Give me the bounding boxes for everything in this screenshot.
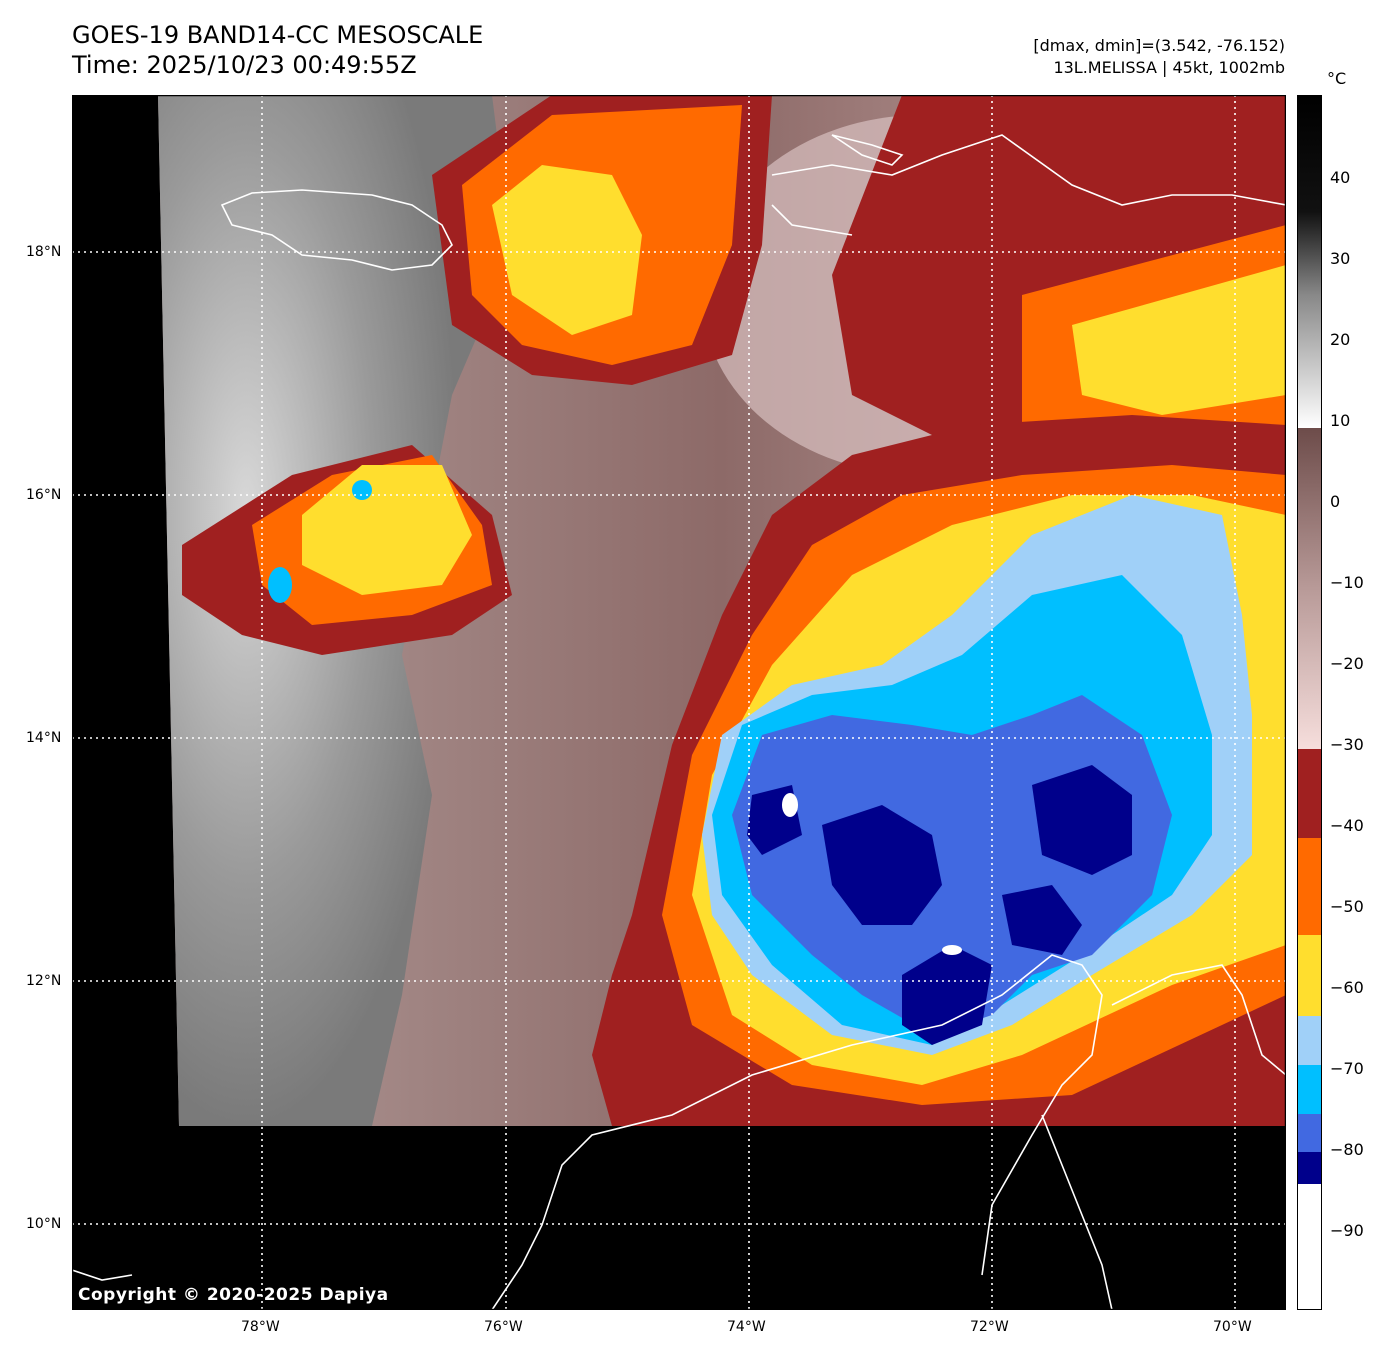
colorbar (1297, 95, 1322, 1310)
lon-label-72w: 72°W (970, 1319, 1009, 1335)
colorbar-band-yellow (1297, 935, 1322, 1016)
colorbar-label-minus70: −70 (1330, 1059, 1364, 1078)
convection-northeast-yellow (1072, 265, 1286, 415)
colorbar-band-white-black (1297, 95, 1322, 428)
storm-core-east (1032, 765, 1132, 875)
colorbar-label-10: 10 (1330, 411, 1351, 430)
storm-core-west (822, 805, 942, 925)
colorbar-label-minus40: −40 (1330, 816, 1364, 835)
lat-label-10n: 10°N (26, 1216, 62, 1232)
lon-label-78w: 78°W (241, 1319, 280, 1335)
colorbar-band-orange (1297, 838, 1322, 935)
colorbar-label-minus60: −60 (1330, 978, 1364, 997)
colorbar-label-20: 20 (1330, 330, 1351, 349)
storm-core-southeast (1002, 885, 1082, 955)
graticule (72, 95, 1286, 1310)
colorbar-band-dark-red (1297, 749, 1322, 838)
storm-info-label: 13L.MELISSA | 45kt, 1002mb (1053, 58, 1285, 77)
colorbar-band-cyan (1297, 1065, 1322, 1114)
colombia-coastline (491, 954, 1103, 1310)
coastlines (72, 134, 1286, 1310)
colorbar-band-pink-brown (1297, 428, 1322, 749)
colorbar-label-minus30: −30 (1330, 735, 1364, 754)
colorbar-label-0: 0 (1330, 492, 1341, 511)
convection-west-cold-spot-2 (352, 480, 372, 500)
colorbar-band-white (1297, 1184, 1322, 1310)
map-timestamp: Time: 2025/10/23 00:49:55Z (72, 51, 417, 79)
cloud-top-imagery (158, 95, 1286, 1126)
overshooting-top (782, 793, 798, 817)
overshooting-top-2 (942, 945, 962, 955)
data-range-label: [dmax, dmin]=(3.542, -76.152) (1033, 36, 1285, 55)
copyright-notice: Copyright © 2020-2025 Dapiya (78, 1285, 389, 1305)
lon-label-74w: 74°W (727, 1319, 766, 1335)
colorbar-label-minus20: −20 (1330, 654, 1364, 673)
panama-coastline (72, 1269, 133, 1281)
convection-north-yellow (492, 165, 642, 335)
hispaniola-coastline (771, 134, 1286, 236)
colorbar-border (1297, 95, 1322, 1310)
map-border (72, 95, 1286, 1310)
colorbar-label-minus90: −90 (1330, 1221, 1364, 1240)
colorbar-band-royal-blue (1297, 1114, 1322, 1152)
lon-label-70w: 70°W (1213, 1319, 1252, 1335)
map-title: GOES-19 BAND14-CC MESOSCALE (72, 21, 484, 49)
lat-label-16n: 16°N (26, 487, 62, 503)
colorbar-label-minus80: −80 (1330, 1140, 1364, 1159)
guajira-coastline (1111, 964, 1286, 1076)
cuba-coastline (831, 134, 904, 166)
convection-west-cold-spot (268, 567, 292, 603)
convection-west-yellow (302, 465, 472, 595)
maracaibo-coastline (1041, 1114, 1113, 1310)
colorbar-unit: °C (1327, 69, 1347, 88)
lon-label-76w: 76°W (484, 1319, 523, 1335)
lat-label-18n: 18°N (26, 244, 62, 260)
colorbar-label-minus50: −50 (1330, 897, 1364, 916)
storm-core-south (902, 945, 992, 1045)
jamaica-coastline (220, 189, 453, 271)
lat-label-12n: 12°N (26, 973, 62, 989)
colorbar-label-30: 30 (1330, 249, 1351, 268)
satellite-map: Copyright © 2020-2025 Dapiya (72, 95, 1286, 1310)
colorbar-band-light-blue (1297, 1016, 1322, 1065)
colorbar-band-navy (1297, 1152, 1322, 1184)
lat-label-14n: 14°N (26, 730, 62, 746)
colorbar-label-40: 40 (1330, 168, 1351, 187)
colorbar-label-minus10: −10 (1330, 573, 1364, 592)
